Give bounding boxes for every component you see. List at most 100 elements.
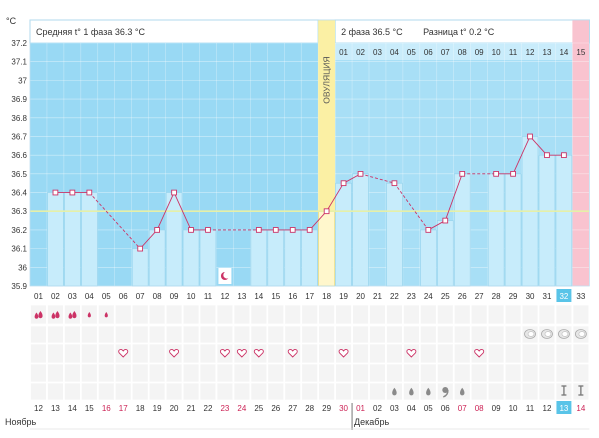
marker-cell [504, 343, 522, 364]
date-label: 30 [339, 404, 348, 413]
marker-cell [555, 343, 573, 364]
temperature-point[interactable] [391, 180, 398, 187]
temperature-point[interactable] [340, 180, 347, 187]
temperature-point[interactable] [425, 227, 432, 233]
marker-cell [437, 363, 454, 383]
marker-cell [538, 304, 556, 325]
marker-cell [572, 343, 590, 364]
marker-cell [284, 382, 301, 401]
marker-cell [47, 304, 64, 325]
temperature-point[interactable] [544, 152, 550, 159]
marker-cell [30, 343, 47, 364]
date-label: 01 [356, 404, 365, 413]
marker-cell [437, 343, 454, 364]
marker-cell [267, 343, 284, 364]
comma-drop-head [442, 387, 449, 393]
temperature-point[interactable] [442, 217, 449, 224]
phase2-day-label: 10 [492, 48, 501, 57]
bleeding-drop [51, 312, 56, 319]
marker-cell [250, 304, 267, 325]
date-label: 13 [559, 404, 568, 413]
temperature-point[interactable] [527, 133, 533, 140]
temperature-bar [182, 229, 200, 287]
phase2-day-label: 14 [559, 48, 568, 57]
marker-cell [115, 382, 132, 401]
temperature-point[interactable] [561, 152, 567, 159]
marker-cell [487, 304, 505, 325]
phase2-day-label: 05 [407, 48, 416, 57]
marker-cell [454, 304, 471, 325]
heart-icon [169, 349, 180, 358]
heart-icon [338, 349, 349, 358]
temperature-bar [386, 182, 403, 287]
temperature-point[interactable] [52, 189, 59, 196]
mucus-icon-inner [544, 331, 552, 337]
marker-cell [233, 382, 251, 401]
marker-cell [284, 325, 301, 344]
heart-icon [474, 349, 485, 358]
marker-cell [165, 325, 183, 344]
marker-cell [369, 304, 386, 325]
temperature-point[interactable] [357, 170, 364, 177]
marker-cell [504, 304, 522, 325]
temperature-point[interactable] [510, 170, 516, 177]
heart-icon [253, 349, 264, 358]
cycle-day-label: 25 [441, 292, 450, 301]
temperature-point[interactable] [137, 245, 144, 252]
temperature-bar [301, 229, 318, 287]
marker-cell [555, 363, 573, 383]
temperature-point[interactable] [272, 227, 279, 233]
marker-cell [352, 343, 369, 364]
temperature-point[interactable] [306, 227, 313, 233]
temperature-line-segment [529, 136, 548, 156]
temperature-point[interactable] [171, 189, 177, 196]
temperature-point[interactable] [459, 170, 466, 177]
marker-cell [30, 363, 47, 383]
y-tick-label: 36.8 [11, 114, 27, 123]
cycle-day-label: 18 [322, 292, 331, 301]
marker-cell [454, 325, 471, 344]
temperature-point[interactable] [69, 189, 76, 196]
date-label: 25 [254, 404, 263, 413]
date-label: 11 [526, 404, 535, 413]
marker-cell [148, 304, 166, 325]
marker-cell [521, 382, 539, 401]
temperature-point[interactable] [154, 227, 160, 233]
temperature-point[interactable] [255, 227, 262, 233]
temperature-point[interactable] [323, 208, 330, 215]
marker-cell [115, 304, 132, 325]
bleeding-drop [68, 312, 73, 319]
marker-cell [301, 382, 318, 401]
bleeding-drop [38, 311, 43, 319]
marker-cell [386, 343, 403, 364]
cycle-day-label: 07 [136, 292, 145, 301]
marker-cell [538, 363, 556, 383]
marker-cell [267, 325, 284, 344]
heart-icon [287, 349, 298, 358]
cycle-day-label: 20 [356, 292, 365, 301]
marker-cell [64, 325, 81, 344]
current-cycle-day-highlight [556, 289, 572, 302]
marker-cell [420, 325, 437, 344]
temperature-point[interactable] [493, 170, 499, 177]
temperature-point[interactable] [188, 227, 194, 233]
temperature-line-segment [88, 192, 141, 249]
marker-cell [352, 382, 369, 401]
unit-label: °C [6, 16, 17, 26]
marker-cell [420, 363, 437, 383]
temperature-point[interactable] [86, 189, 93, 196]
cycle-day-label: 22 [390, 292, 399, 301]
marker-cell [132, 363, 149, 383]
marker-cell [115, 325, 132, 344]
date-label: 19 [153, 404, 162, 413]
cycle-day-label: 01 [34, 292, 43, 301]
marker-cell [403, 363, 420, 383]
bleeding-heavy-icon [34, 311, 43, 319]
y-tick-label: 36.5 [11, 170, 27, 179]
date-label: 12 [34, 404, 43, 413]
temperature-point[interactable] [289, 227, 296, 233]
temperature-point[interactable] [205, 227, 211, 233]
today-date-highlight [556, 401, 572, 414]
temperature-difference-label: Разница t° 0.2 °C [423, 27, 495, 37]
marker-cell [386, 363, 403, 383]
